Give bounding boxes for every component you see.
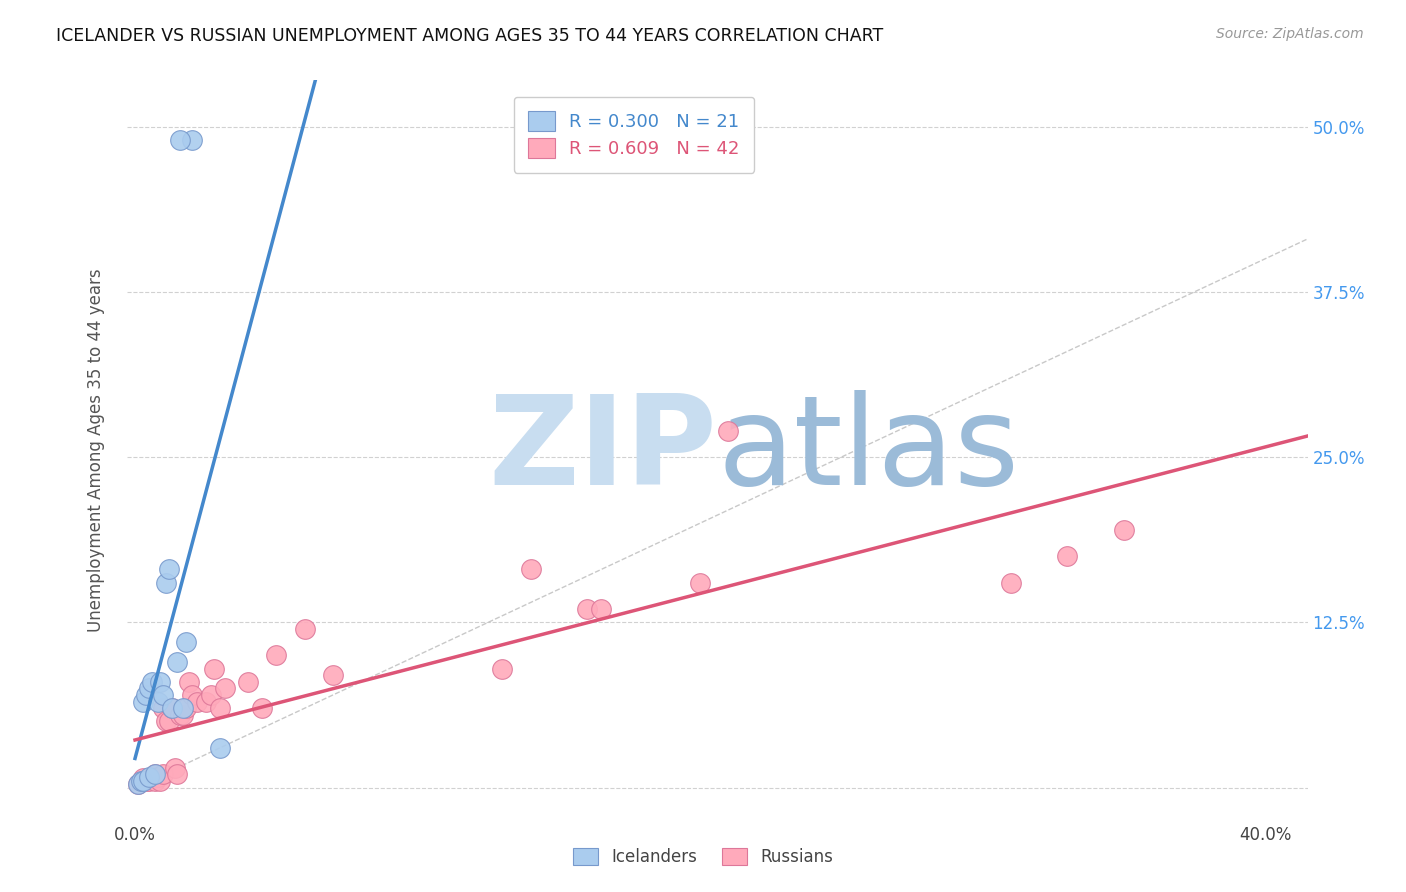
Point [250,701,273,715]
Point [138,770,160,784]
Point [132,774,155,789]
Point [129,774,152,789]
Point [141,770,163,784]
Point [152,688,174,702]
Point [177,674,200,689]
Point [160,701,183,715]
Point [132,695,155,709]
Text: ICELANDER VS RUSSIAN UNEMPLOYMENT AMONG AGES 35 TO 44 YEARS CORRELATION CHART: ICELANDER VS RUSSIAN UNEMPLOYMENT AMONG … [56,27,883,45]
Point [135,688,157,702]
Point [146,695,169,709]
Point [717,424,740,438]
Point [1000,575,1022,590]
Point [155,714,177,729]
Point [186,695,208,709]
Point [576,602,599,616]
Point [202,662,225,676]
Point [152,767,174,781]
Point [322,668,344,682]
Point [200,688,222,702]
Point [157,562,180,576]
Point [166,655,188,669]
Point [143,767,166,781]
Point [127,776,149,791]
Text: atlas: atlas [717,390,1019,511]
Point [155,575,177,590]
Point [157,714,180,729]
Point [180,688,202,702]
Point [166,767,188,781]
Point [491,662,513,676]
Point [143,767,166,781]
Legend: Icelanders, Russians: Icelanders, Russians [564,840,842,875]
Point [127,776,149,791]
Point [149,674,172,689]
Point [169,133,191,147]
Point [1056,549,1078,564]
Point [172,707,194,722]
Point [129,774,152,789]
Point [141,674,163,689]
Point [1112,523,1135,537]
Point [149,774,172,789]
Point [172,701,194,715]
Point [143,774,166,789]
Point [266,648,288,663]
Point [236,674,259,689]
Point [169,707,191,722]
Point [163,761,186,775]
Point [146,770,169,784]
Point [132,772,155,786]
Point [160,701,183,715]
Point [138,774,160,789]
Point [174,701,197,715]
Point [208,740,231,755]
Point [152,701,174,715]
Point [135,774,157,789]
Legend: R = 0.300   N = 21, R = 0.609   N = 42: R = 0.300 N = 21, R = 0.609 N = 42 [513,96,754,172]
Point [689,575,711,590]
Point [180,133,202,147]
Point [294,622,316,636]
Point [194,695,217,709]
Text: ZIP: ZIP [488,390,717,511]
Point [208,701,231,715]
Point [138,681,160,696]
Point [214,681,236,696]
Y-axis label: Unemployment Among Ages 35 to 44 years: Unemployment Among Ages 35 to 44 years [87,268,105,632]
Point [519,562,541,576]
Text: Source: ZipAtlas.com: Source: ZipAtlas.com [1216,27,1364,41]
Point [174,635,197,649]
Point [591,602,613,616]
